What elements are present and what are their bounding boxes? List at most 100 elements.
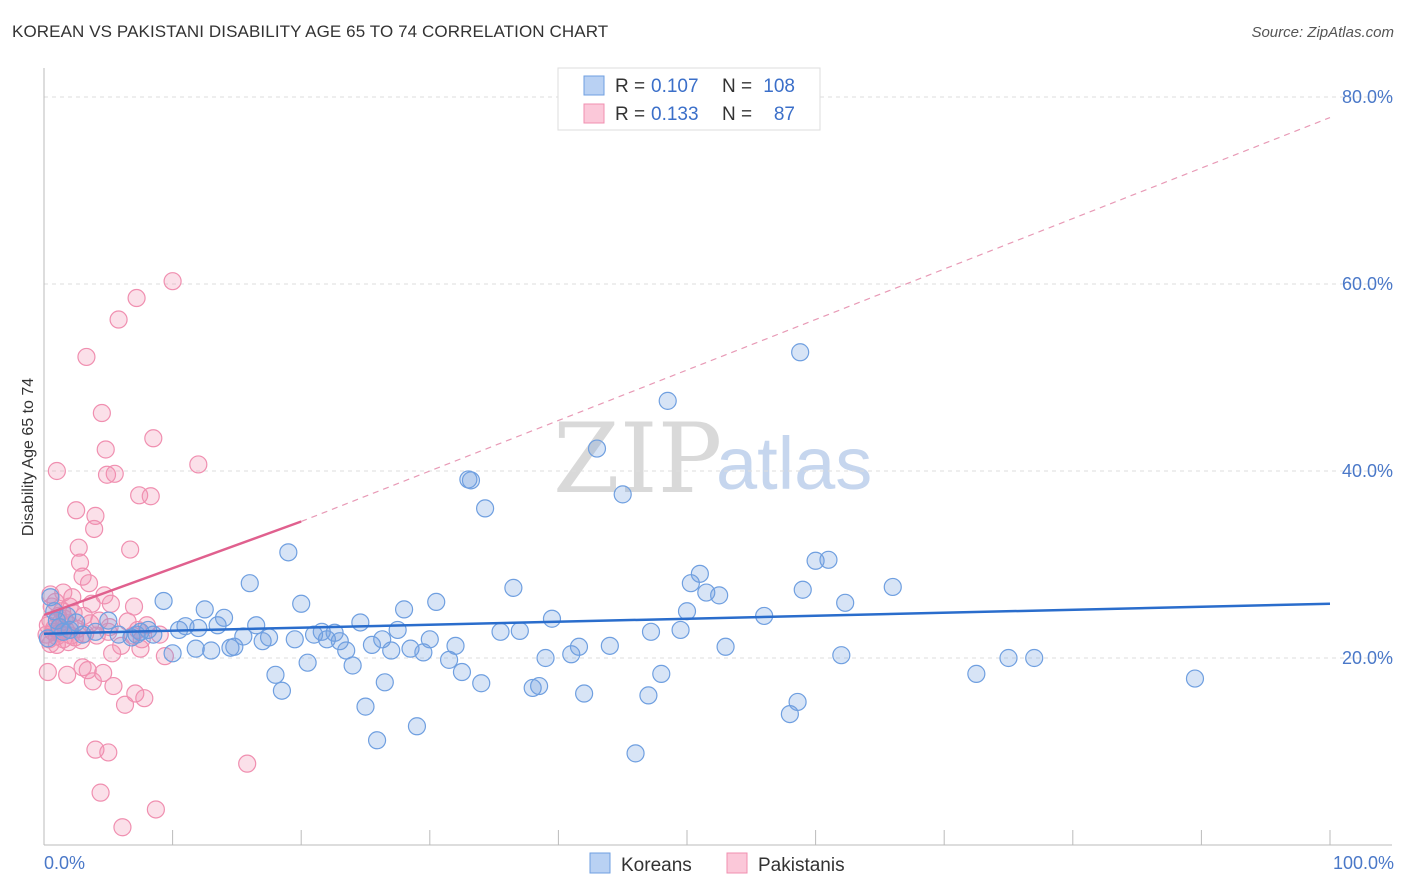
pakistani-point [163,272,182,291]
legend-n-label-koreans: N = [722,76,752,97]
korean-point [407,717,427,736]
korean-point [279,543,298,562]
bottom-legend-koreans: Koreans [621,855,692,876]
pakistani-point [38,662,57,682]
korean-point [461,471,481,490]
series-legend: Koreans Pakistanis [589,852,845,876]
gridlines [44,96,1392,659]
bottom-legend-swatch-koreans [589,852,611,874]
y-tick-label-20: 20.0% [1342,648,1393,668]
legend-r-label-pakistanis: R = [615,104,645,125]
korean-point [414,643,433,662]
korean-point [351,613,370,632]
korean-point [626,744,645,763]
korean-point [247,616,266,635]
pakistani-point [96,440,115,459]
pakistani-point [135,689,154,708]
pakistani-point [124,597,144,616]
korean-point [658,391,677,410]
pakistani-point [94,663,113,683]
korean-point [523,678,542,698]
korean-point [266,665,285,684]
korean-point [427,592,446,612]
pakistani-point [104,676,123,696]
korean-point [214,608,234,627]
korean-point [472,674,491,693]
korean-point [330,632,349,651]
pakistani-point [69,538,88,557]
korean-point [375,673,394,692]
pakistani-point [189,455,208,474]
legend-n-label-pakistanis: N = [722,104,752,125]
korean-point [259,628,279,647]
x-tick-label-start: 0.0% [44,853,85,873]
korean-point [388,620,407,640]
x-tick-label-end: 100.0% [1333,853,1394,873]
korean-point [600,636,619,655]
korean-point [530,676,549,696]
korean-point [536,648,555,668]
korean-point [144,625,163,644]
pakistani-point [105,464,124,483]
korean-point [587,439,607,458]
korean-point [41,588,60,607]
pakistani-point [78,661,97,680]
pakistani-trend-extension [300,117,1331,523]
legend-n-value-koreans: 108 [763,76,795,97]
pakistanis-points [37,272,257,837]
korean-point [382,641,401,660]
korean-point [832,646,851,665]
y-tick-label-40: 40.0% [1342,461,1393,481]
korean-point [671,620,690,640]
korean-point [819,550,838,569]
korean-point [716,637,735,656]
legend-r-label-koreans: R = [615,76,645,97]
korean-point [195,600,214,619]
y-tick-labels: 20.0% 40.0% 60.0% 80.0% [1342,87,1393,668]
pakistani-point [99,743,118,762]
pakistani-point [77,347,96,367]
korean-point [272,681,292,700]
bottom-legend-swatch-pakistanis [726,852,748,874]
korean-point [613,485,632,504]
korean-point [475,499,495,518]
korean-point [793,580,812,599]
pakistani-point [58,665,77,684]
korean-point [285,630,304,649]
korean-point [356,697,375,716]
korean-point [154,591,173,611]
korean-point [225,637,244,656]
chart-title: KOREAN VS PAKISTANI DISABILITY AGE 65 TO… [12,22,609,41]
korean-point [575,684,594,703]
watermark-atlas: atlas [716,422,872,505]
korean-point [542,609,562,628]
legend-n-value-pakistanis: 87 [774,104,795,125]
korean-point [690,564,709,583]
bottom-legend-pakistanis: Pakistanis [758,855,845,876]
pakistani-point [141,487,160,506]
pakistani-trend-line [43,520,302,617]
korean-point [362,635,382,655]
korean-point [446,636,465,655]
y-axis-label: Disability Age 65 to 74 [20,378,37,536]
y-tick-label-80: 80.0% [1342,87,1393,107]
korean-point [710,586,729,605]
correlation-legend: R = 0.107 N = 108 R = 0.133 N = 87 [557,67,821,131]
korean-point [1025,648,1044,668]
pakistani-point [126,684,145,703]
watermark-zip: ZIP [553,403,722,515]
korean-point [343,656,362,675]
korean-point [420,630,439,649]
pakistani-point [92,403,111,423]
pakistani-point [47,461,66,481]
korean-point [189,618,208,638]
pakistani-point [73,658,92,677]
korean-point [791,343,810,362]
korean-point [240,574,259,593]
korean-point [99,611,118,630]
korean-point [788,692,807,712]
pakistani-point [238,754,257,773]
legend-swatch-koreans [583,75,605,96]
korean-point [641,622,661,641]
pakistani-point [144,429,163,448]
